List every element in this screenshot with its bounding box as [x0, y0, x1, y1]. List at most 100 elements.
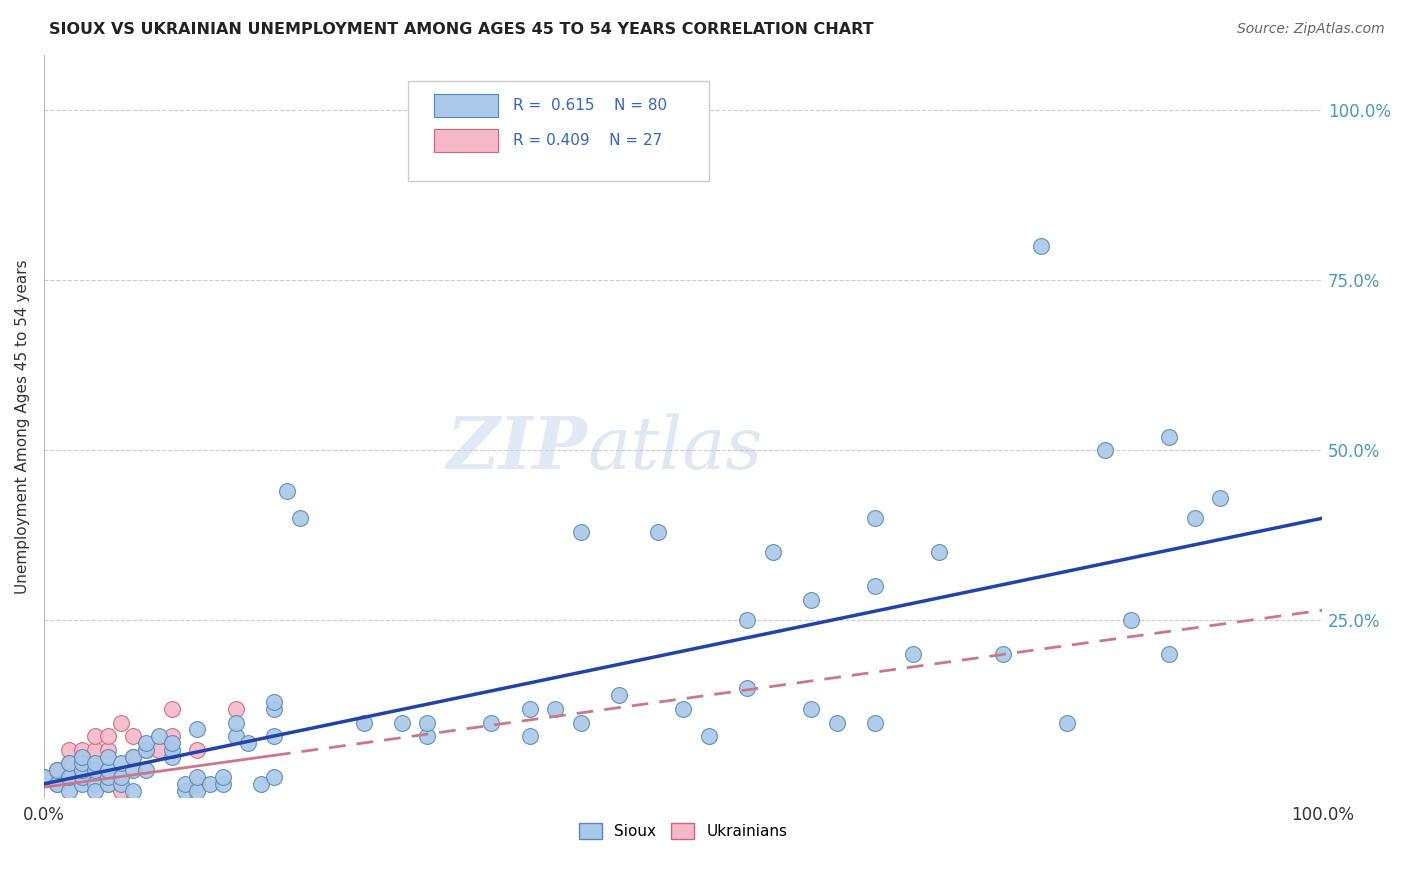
Point [288, 511, 311, 525]
Point [97, 749, 120, 764]
Point [148, 729, 170, 743]
Point [607, 688, 630, 702]
Text: ZIP: ZIP [446, 413, 588, 484]
FancyBboxPatch shape [434, 129, 498, 152]
Point [97, 763, 120, 777]
Point [238, 736, 260, 750]
Point [569, 524, 592, 539]
Point [84, 729, 107, 743]
Point [672, 702, 695, 716]
Text: SIOUX VS UKRAINIAN UNEMPLOYMENT AMONG AGES 45 TO 54 YEARS CORRELATION CHART: SIOUX VS UKRAINIAN UNEMPLOYMENT AMONG AG… [49, 22, 875, 37]
Point [32, 770, 55, 784]
Point [1031, 239, 1053, 253]
Point [416, 729, 439, 743]
Point [863, 715, 886, 730]
Point [173, 783, 195, 797]
Point [58, 743, 80, 757]
Point [544, 702, 567, 716]
Point [762, 545, 785, 559]
Point [110, 715, 132, 730]
Point [569, 715, 592, 730]
Point [1094, 443, 1116, 458]
Point [70, 777, 93, 791]
Point [45, 777, 67, 791]
Point [70, 763, 93, 777]
Point [58, 770, 80, 784]
Point [1209, 491, 1232, 505]
Point [45, 763, 67, 777]
Point [391, 715, 413, 730]
Point [212, 770, 235, 784]
FancyBboxPatch shape [408, 81, 709, 181]
Point [122, 729, 145, 743]
Point [84, 783, 107, 797]
Point [84, 756, 107, 771]
Point [97, 729, 120, 743]
Point [160, 743, 183, 757]
Point [173, 777, 195, 791]
Text: Source: ZipAtlas.com: Source: ZipAtlas.com [1237, 22, 1385, 37]
Point [186, 723, 208, 737]
Text: atlas: atlas [588, 413, 763, 483]
Point [186, 777, 208, 791]
Point [70, 756, 93, 771]
Point [863, 579, 886, 593]
Point [1056, 715, 1078, 730]
Point [135, 763, 157, 777]
Point [97, 770, 120, 784]
Point [416, 715, 439, 730]
Point [97, 743, 120, 757]
Point [160, 736, 183, 750]
Point [825, 715, 848, 730]
Y-axis label: Unemployment Among Ages 45 to 54 years: Unemployment Among Ages 45 to 54 years [15, 259, 30, 593]
Point [928, 545, 950, 559]
Point [735, 681, 758, 696]
Point [84, 743, 107, 757]
Point [225, 702, 247, 716]
Point [697, 729, 720, 743]
Text: R =  0.615    N = 80: R = 0.615 N = 80 [513, 98, 668, 113]
Point [70, 749, 93, 764]
Point [186, 770, 208, 784]
Point [148, 743, 170, 757]
Point [903, 648, 925, 662]
Point [160, 729, 183, 743]
Point [122, 749, 145, 764]
Point [135, 736, 157, 750]
Point [991, 648, 1014, 662]
Legend: Sioux, Ukrainians: Sioux, Ukrainians [572, 817, 793, 846]
Point [160, 702, 183, 716]
Point [250, 777, 273, 791]
Point [84, 756, 107, 771]
Point [70, 743, 93, 757]
Point [70, 770, 93, 784]
Point [122, 763, 145, 777]
Point [1119, 613, 1142, 627]
Point [263, 729, 285, 743]
Point [45, 777, 67, 791]
Point [1157, 648, 1180, 662]
FancyBboxPatch shape [434, 95, 498, 117]
Point [186, 743, 208, 757]
Point [519, 729, 541, 743]
Point [225, 715, 247, 730]
Point [735, 613, 758, 627]
Point [70, 749, 93, 764]
Point [58, 783, 80, 797]
Point [198, 777, 221, 791]
Point [110, 783, 132, 797]
Point [110, 756, 132, 771]
Point [58, 770, 80, 784]
Point [225, 729, 247, 743]
Point [863, 511, 886, 525]
Point [58, 756, 80, 771]
Point [70, 756, 93, 771]
Point [84, 777, 107, 791]
Point [263, 702, 285, 716]
Point [276, 483, 298, 498]
Point [70, 770, 93, 784]
Point [353, 715, 375, 730]
Point [800, 702, 823, 716]
Point [135, 743, 157, 757]
Point [122, 749, 145, 764]
